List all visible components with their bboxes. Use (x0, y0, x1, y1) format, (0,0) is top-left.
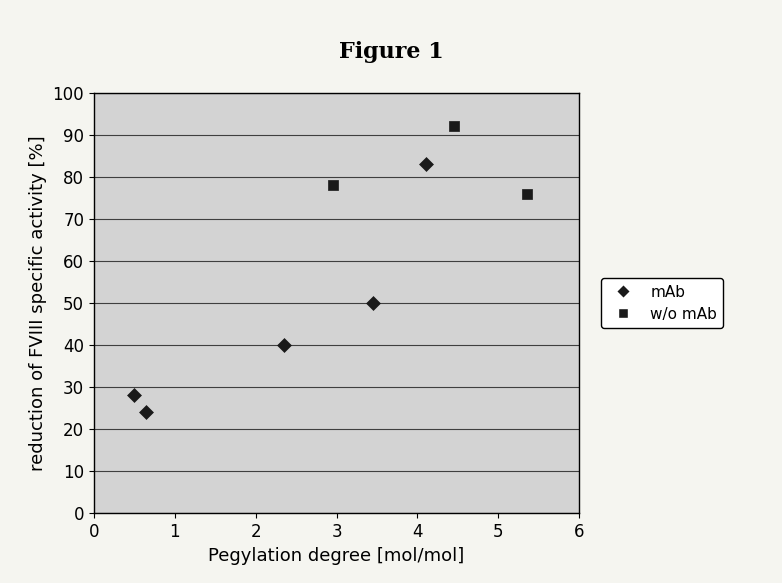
Legend: mAb, w/o mAb: mAb, w/o mAb (601, 278, 723, 328)
Point (366, 298, 378, 308)
Point (140, 408, 152, 417)
Point (447, 122, 460, 132)
Point (278, 340, 290, 350)
Point (520, 189, 533, 199)
X-axis label: Pegylation degree [mol/mol]: Pegylation degree [mol/mol] (208, 546, 465, 564)
Text: Figure 1: Figure 1 (339, 41, 443, 63)
Y-axis label: reduction of FVIII specific activity [%]: reduction of FVIII specific activity [%] (29, 135, 47, 471)
Point (128, 391, 141, 400)
Point (326, 181, 339, 190)
Point (419, 160, 432, 169)
